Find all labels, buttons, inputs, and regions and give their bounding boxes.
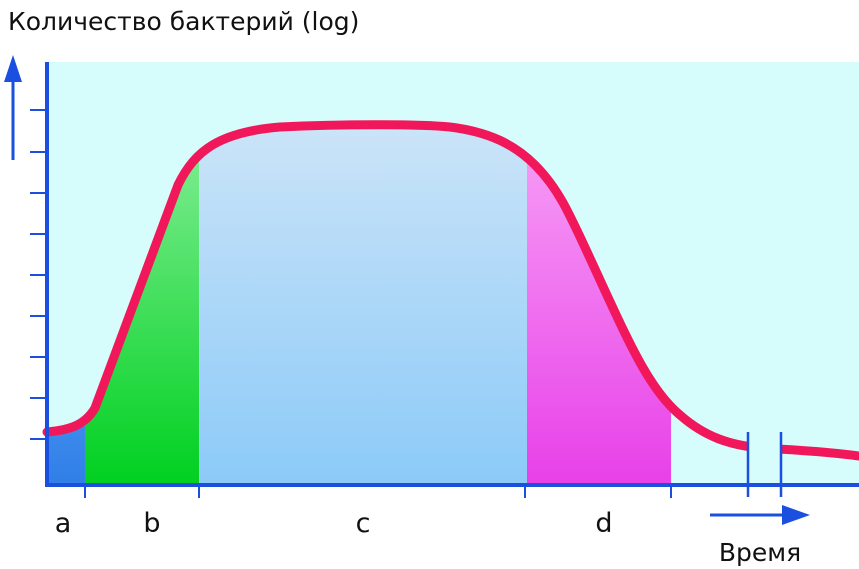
- phase-label: d: [595, 508, 612, 539]
- phase-c-area: [199, 124, 527, 485]
- x-ticks: [84, 485, 672, 498]
- x-axis-label: Время: [719, 538, 801, 567]
- y-arrow: [4, 55, 22, 160]
- axis-break: [749, 430, 780, 484]
- phase-label: a: [55, 508, 72, 539]
- y-ticks: [30, 109, 47, 440]
- x-arrow: [710, 505, 810, 525]
- phase-label: c: [356, 508, 371, 539]
- growth-curve: [42, 120, 859, 461]
- phase-label: b: [143, 508, 160, 539]
- title: Количество бактерий (log): [8, 7, 359, 36]
